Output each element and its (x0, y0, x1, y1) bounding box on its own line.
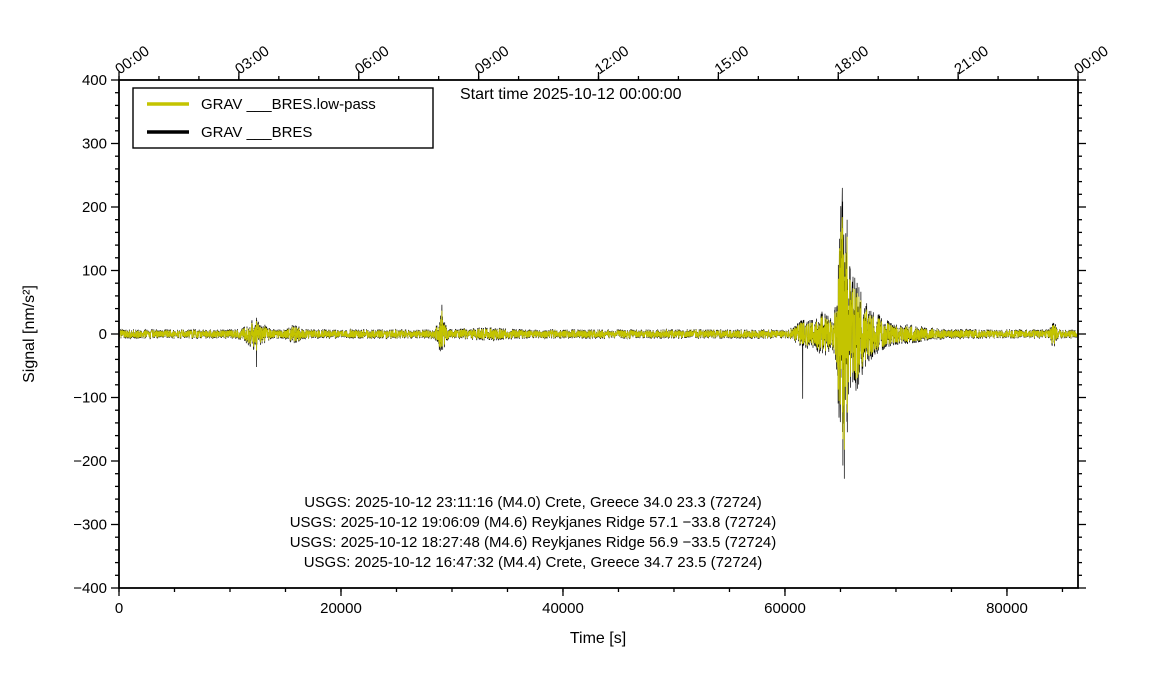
x-axis-label: Time [s] (570, 630, 626, 647)
y-axis-label: Signal [nm/s²] (21, 285, 38, 383)
legend-label-raw: GRAV ___BRES (201, 124, 312, 141)
y-tick-label: −200 (73, 453, 107, 470)
top-tick-label: 00:00 (1071, 43, 1112, 78)
legend-box (132, 87, 434, 149)
plot-frame (118, 79, 1079, 589)
y-tick-label: 0 (99, 326, 107, 343)
y-tick-label: −300 (73, 517, 107, 534)
chart-title: Start time 2025-10-12 00:00:00 (460, 86, 682, 103)
x-tick-label: 0 (115, 600, 123, 617)
x-tick-label: 40000 (542, 600, 584, 617)
event-annotations: USGS: 2025-10-12 23:11:16 (M4.0) Crete, … (290, 494, 777, 571)
top-tick-label: 00:00 (112, 43, 153, 78)
legend: GRAV ___BRES.low-pass GRAV ___BRES (132, 87, 434, 149)
annotation-line: USGS: 2025-10-12 19:06:09 (M4.6) Reykjan… (290, 514, 777, 531)
top-tick-label: 21:00 (951, 43, 992, 78)
annotation-line: USGS: 2025-10-12 18:27:48 (M4.6) Reykjan… (290, 534, 777, 551)
x-tick-label: 20000 (320, 600, 362, 617)
top-tick-label: 06:00 (352, 43, 393, 78)
trace-lowpass (118, 217, 1079, 450)
y-tick-label: −400 (73, 580, 107, 597)
legend-label-lowpass: GRAV ___BRES.low-pass (201, 96, 376, 113)
y-tick-label: −100 (73, 390, 107, 407)
top-tick-label: 18:00 (831, 43, 872, 78)
top-tick-label: 09:00 (472, 43, 513, 78)
y-tick-label: 200 (82, 199, 107, 216)
top-tick-label: 15:00 (712, 43, 753, 78)
y-tick-label: 100 (82, 263, 107, 280)
x-tick-label: 60000 (764, 600, 806, 617)
y-tick-label: 400 (82, 72, 107, 89)
top-tick-label: 03:00 (232, 43, 273, 78)
annotation-line: USGS: 2025-10-12 16:47:32 (M4.4) Crete, … (304, 554, 763, 571)
annotation-line: USGS: 2025-10-12 23:11:16 (M4.0) Crete, … (304, 494, 762, 511)
waveform-traces (118, 187, 1079, 479)
top-tick-label: 12:00 (592, 43, 633, 78)
y-tick-label: 300 (82, 136, 107, 153)
x-tick-label: 80000 (986, 600, 1028, 617)
